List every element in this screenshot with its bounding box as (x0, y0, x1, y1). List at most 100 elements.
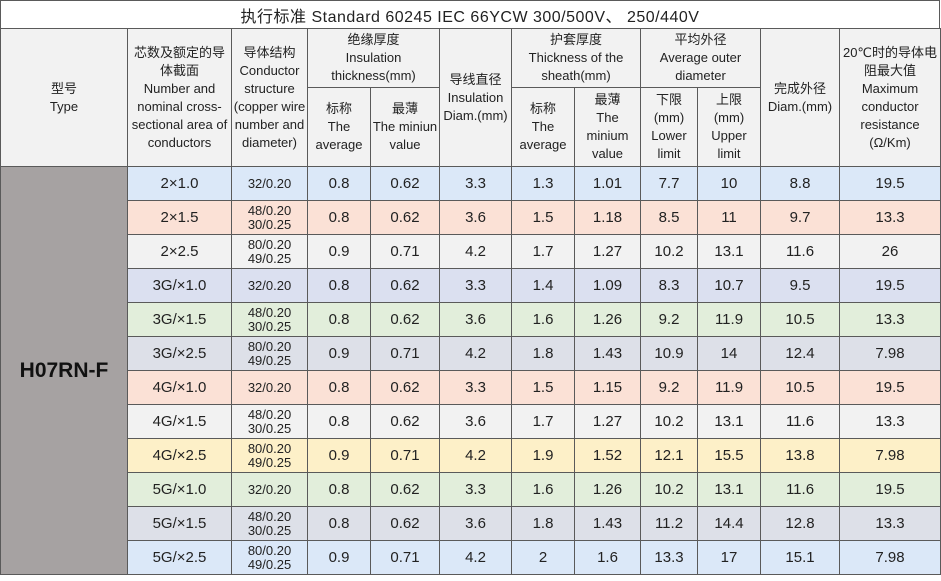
cell-lower: 8.5 (640, 200, 698, 235)
header-ins-minimum: 最薄 The miniun value (370, 87, 440, 167)
cell-ins-min: 0.62 (370, 404, 440, 439)
cell-sh-min: 1.52 (574, 438, 641, 473)
cell-cores: 3G/×1.5 (127, 302, 232, 337)
structure-line: 80/0.20 (247, 236, 292, 252)
structure-line: 30/0.25 (247, 216, 292, 232)
table-row: 3G/×1.5 48/0.20 30/0.25 0.8 0.62 3.6 1.6 1.26 9.… (1, 302, 941, 337)
cell-lower: 10.2 (640, 472, 698, 507)
cell-cores: 3G/×2.5 (127, 336, 232, 371)
cell-finish: 11.6 (760, 472, 840, 507)
cell-upper: 13.1 (697, 234, 761, 269)
table-row: 2×1.5 48/0.20 30/0.25 0.8 0.62 3.6 1.5 1.18 8.5 1… (1, 200, 941, 235)
cell-lower: 13.3 (640, 540, 698, 575)
cell-upper: 15.5 (697, 438, 761, 473)
cell-lower: 12.1 (640, 438, 698, 473)
cell-finish: 11.6 (760, 404, 840, 439)
cell-sh-min: 1.43 (574, 336, 641, 371)
cell-ins-min: 0.62 (370, 370, 440, 405)
cell-upper: 13.1 (697, 472, 761, 507)
table-body: H07RN-F 2×1.0 32/0.20 0.8 0.62 3.3 1.3 1.01 7.7 1… (0, 166, 941, 575)
cell-sh-avg: 1.3 (511, 166, 575, 201)
cell-ins-diam: 3.3 (439, 472, 512, 507)
header-type: 型号 Type (0, 28, 128, 167)
header-resistance: 20℃时的导体电阻最大值 Maximum conductor resistanc… (839, 28, 941, 167)
cell-ins-min: 0.71 (370, 336, 440, 371)
cell-ins-diam: 3.3 (439, 166, 512, 201)
cell-sh-min: 1.18 (574, 200, 641, 235)
structure-line: 49/0.25 (247, 352, 292, 368)
cell-sh-min: 1.6 (574, 540, 641, 575)
cell-cores: 2×1.5 (127, 200, 232, 235)
cell-upper: 10 (697, 166, 761, 201)
table-row: 5G/×2.5 80/0.20 49/0.25 0.9 0.71 4.2 2 1.6 13.3 1… (1, 540, 941, 575)
header-outer-diameter: 平均外径 Average outer diameter (640, 28, 761, 88)
cell-structure: 80/0.20 49/0.25 (231, 540, 308, 575)
cell-ins-avg: 0.8 (307, 404, 371, 439)
structure-line: 30/0.25 (247, 420, 292, 436)
cell-ins-avg: 0.8 (307, 472, 371, 507)
cell-ins-diam: 4.2 (439, 438, 512, 473)
cell-sh-min: 1.26 (574, 302, 641, 337)
cell-upper: 11.9 (697, 302, 761, 337)
structure-line: 80/0.20 (247, 440, 292, 456)
table-row: 3G/×2.5 80/0.20 49/0.25 0.9 0.71 4.2 1.8 1.43 10… (1, 336, 941, 371)
cell-upper: 17 (697, 540, 761, 575)
cell-finish: 8.8 (760, 166, 840, 201)
cell-ins-diam: 3.6 (439, 506, 512, 541)
cell-resist: 13.3 (839, 404, 941, 439)
cell-sh-min: 1.43 (574, 506, 641, 541)
cell-ins-avg: 0.9 (307, 438, 371, 473)
cell-structure: 32/0.20 (231, 472, 308, 507)
cell-resist: 19.5 (839, 268, 941, 303)
header-cores: 芯数及额定的导体截面 Number and nominal cross-sect… (127, 28, 232, 167)
cell-sh-avg: 1.8 (511, 506, 575, 541)
cell-lower: 8.3 (640, 268, 698, 303)
cell-ins-diam: 3.6 (439, 404, 512, 439)
table-row: 4G/×1.0 32/0.20 0.8 0.62 3.3 1.5 1.15 9.2 11.9 10… (1, 370, 941, 405)
structure-line: 32/0.20 (247, 481, 292, 497)
cell-ins-avg: 0.9 (307, 234, 371, 269)
cell-sh-avg: 1.7 (511, 404, 575, 439)
header-sheath-minimum: 最薄 The minium value (574, 87, 641, 167)
header-lower-limit: 下限 (mm) Lower limit (640, 87, 698, 167)
table-row: 4G/×1.5 48/0.20 30/0.25 0.8 0.62 3.6 1.7 1.27 10… (1, 404, 941, 439)
cell-structure: 48/0.20 30/0.25 (231, 200, 308, 235)
cell-ins-avg: 0.9 (307, 540, 371, 575)
cell-cores: 4G/×2.5 (127, 438, 232, 473)
structure-line: 48/0.20 (247, 406, 292, 422)
cell-sh-avg: 1.8 (511, 336, 575, 371)
cell-structure: 80/0.20 49/0.25 (231, 438, 308, 473)
cell-finish: 12.4 (760, 336, 840, 371)
structure-line: 32/0.20 (247, 277, 292, 293)
cell-sh-avg: 1.5 (511, 200, 575, 235)
structure-line: 49/0.25 (247, 556, 292, 572)
table-row: 2×2.5 80/0.20 49/0.25 0.9 0.71 4.2 1.7 1.27 10.2… (1, 234, 941, 269)
cell-ins-avg: 0.8 (307, 166, 371, 201)
header-insulation: 绝缘厚度 Insulation thickness(mm) (307, 28, 440, 88)
cell-cores: 5G/×2.5 (127, 540, 232, 575)
cell-ins-avg: 0.8 (307, 268, 371, 303)
cell-finish: 10.5 (760, 302, 840, 337)
cell-ins-min: 0.62 (370, 166, 440, 201)
cell-structure: 32/0.20 (231, 166, 308, 201)
header-upper-limit: 上限 (mm) Upper limit (697, 87, 761, 167)
structure-line: 30/0.25 (247, 522, 292, 538)
cell-ins-min: 0.62 (370, 200, 440, 235)
cell-cores: 4G/×1.5 (127, 404, 232, 439)
cell-finish: 9.7 (760, 200, 840, 235)
cell-lower: 10.2 (640, 404, 698, 439)
cell-lower: 7.7 (640, 166, 698, 201)
cell-resist: 19.5 (839, 166, 941, 201)
table-row: 5G/×1.0 32/0.20 0.8 0.62 3.3 1.6 1.26 10.2 13.1 1… (1, 472, 941, 507)
table-title: 执行标准 Standard 60245 IEC 66YCW 300/500V、 … (0, 0, 940, 28)
header-structure: 导体结构 Conductor structure (copper wire nu… (231, 28, 308, 167)
cell-upper: 13.1 (697, 404, 761, 439)
cell-sh-avg: 1.4 (511, 268, 575, 303)
spec-table: 型号 Type 芯数及额定的导体截面 Number and nominal cr… (0, 28, 941, 575)
cell-structure: 48/0.20 30/0.25 (231, 506, 308, 541)
cell-sh-min: 1.15 (574, 370, 641, 405)
cell-ins-avg: 0.8 (307, 302, 371, 337)
cell-cores: 2×1.0 (127, 166, 232, 201)
cell-lower: 10.2 (640, 234, 698, 269)
table-row: 3G/×1.0 32/0.20 0.8 0.62 3.3 1.4 1.09 8.3 10.7 9.… (1, 268, 941, 303)
